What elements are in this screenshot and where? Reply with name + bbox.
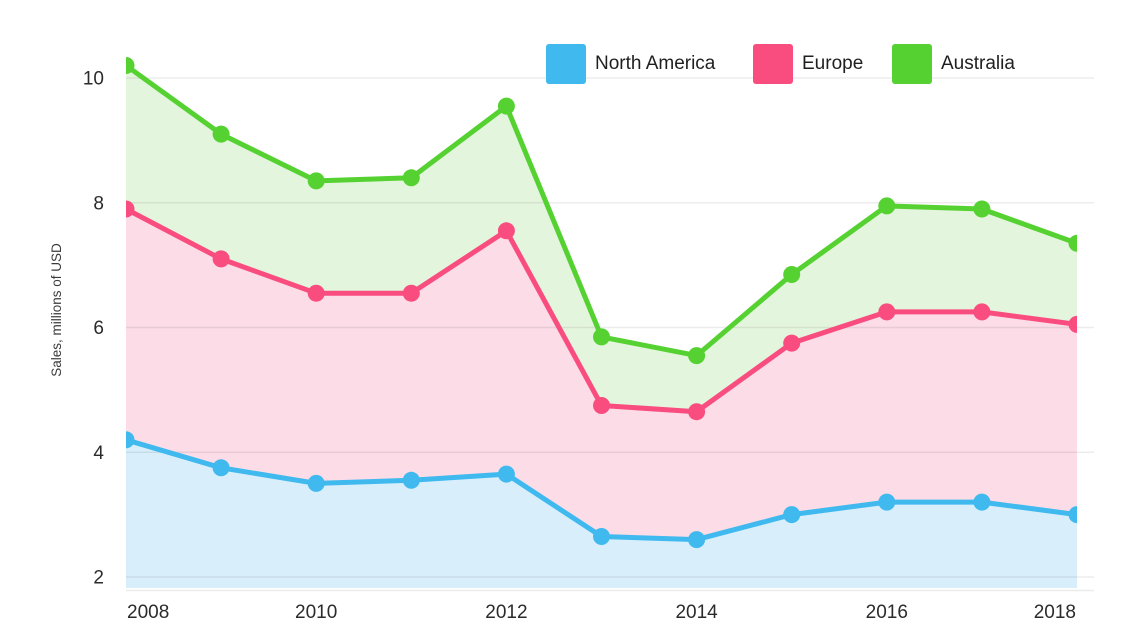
data-point-europe-2014[interactable] <box>688 403 706 421</box>
data-point-europe-2012[interactable] <box>497 222 515 240</box>
y-tick-label-8: 8 <box>93 193 104 214</box>
data-point-australia-2009[interactable] <box>212 125 230 143</box>
area-fill-north-america <box>126 439 1077 588</box>
data-point-australia-2011[interactable] <box>402 169 420 187</box>
data-point-australia-2008[interactable] <box>118 57 135 74</box>
data-point-north-america-2015[interactable] <box>783 506 801 524</box>
legend-item-north-america[interactable]: North America <box>546 44 715 84</box>
data-point-north-america-2010[interactable] <box>307 474 325 492</box>
data-point-north-america-2013[interactable] <box>593 528 610 545</box>
legend-label: Europe <box>802 53 864 74</box>
data-point-north-america-2008[interactable] <box>118 431 135 449</box>
data-point-europe-2009[interactable] <box>212 250 230 268</box>
data-point-europe-2015[interactable] <box>783 334 801 352</box>
series-markers <box>118 57 1086 549</box>
x-tick-label-2016: 2016 <box>866 602 908 623</box>
data-point-north-america-2014[interactable] <box>688 531 706 549</box>
legend-item-australia[interactable]: Australia <box>892 44 1015 84</box>
y-tick-label-4: 4 <box>93 443 104 464</box>
data-point-north-america-2018[interactable] <box>1068 506 1086 524</box>
data-point-australia-2018[interactable] <box>1068 234 1086 252</box>
area-fills <box>126 65 1077 588</box>
legend-label: North America <box>595 53 716 74</box>
data-point-north-america-2012[interactable] <box>497 465 515 483</box>
legend-item-europe[interactable]: Europe <box>753 44 863 84</box>
data-point-north-america-2016[interactable] <box>878 493 896 511</box>
data-point-australia-2012[interactable] <box>497 97 515 115</box>
legend-swatch-icon <box>546 44 586 84</box>
data-point-europe-2011[interactable] <box>402 284 420 302</box>
data-point-europe-2013[interactable] <box>593 397 610 414</box>
gridlines <box>126 77 1094 578</box>
legend-swatch-icon <box>892 44 932 84</box>
data-point-north-america-2009[interactable] <box>212 459 230 477</box>
y-axis-tick-labels: 10 8 6 4 2 <box>83 69 105 589</box>
data-point-europe-2017[interactable] <box>973 303 991 321</box>
y-tick-label-6: 6 <box>93 318 104 339</box>
x-tick-label-2014: 2014 <box>675 602 718 623</box>
legend-swatch-icon <box>753 44 793 84</box>
data-point-australia-2010[interactable] <box>307 172 325 190</box>
data-point-australia-2015[interactable] <box>783 266 801 283</box>
data-point-europe-2010[interactable] <box>307 284 325 302</box>
data-point-australia-2017[interactable] <box>973 200 991 218</box>
y-tick-label-10: 10 <box>83 69 104 90</box>
data-point-north-america-2011[interactable] <box>402 471 420 489</box>
data-point-australia-2016[interactable] <box>878 197 896 215</box>
data-point-europe-2018[interactable] <box>1068 315 1086 333</box>
data-point-europe-2016[interactable] <box>878 303 896 321</box>
x-tick-label-2012: 2012 <box>485 602 527 623</box>
data-point-europe-2008[interactable] <box>118 200 135 218</box>
y-axis-title: Sales, millions of USD <box>49 243 64 377</box>
data-point-north-america-2017[interactable] <box>973 493 991 511</box>
legend-label: Australia <box>941 53 1015 74</box>
x-tick-label-2010: 2010 <box>295 602 337 623</box>
data-point-australia-2014[interactable] <box>688 347 706 365</box>
x-axis-tick-labels: 2008 2010 2012 2014 2016 2018 <box>127 602 1076 623</box>
x-tick-label-2008: 2008 <box>127 602 169 623</box>
x-tick-label-2018: 2018 <box>1034 602 1076 623</box>
data-point-australia-2013[interactable] <box>593 328 610 346</box>
y-tick-label-2: 2 <box>93 568 104 589</box>
